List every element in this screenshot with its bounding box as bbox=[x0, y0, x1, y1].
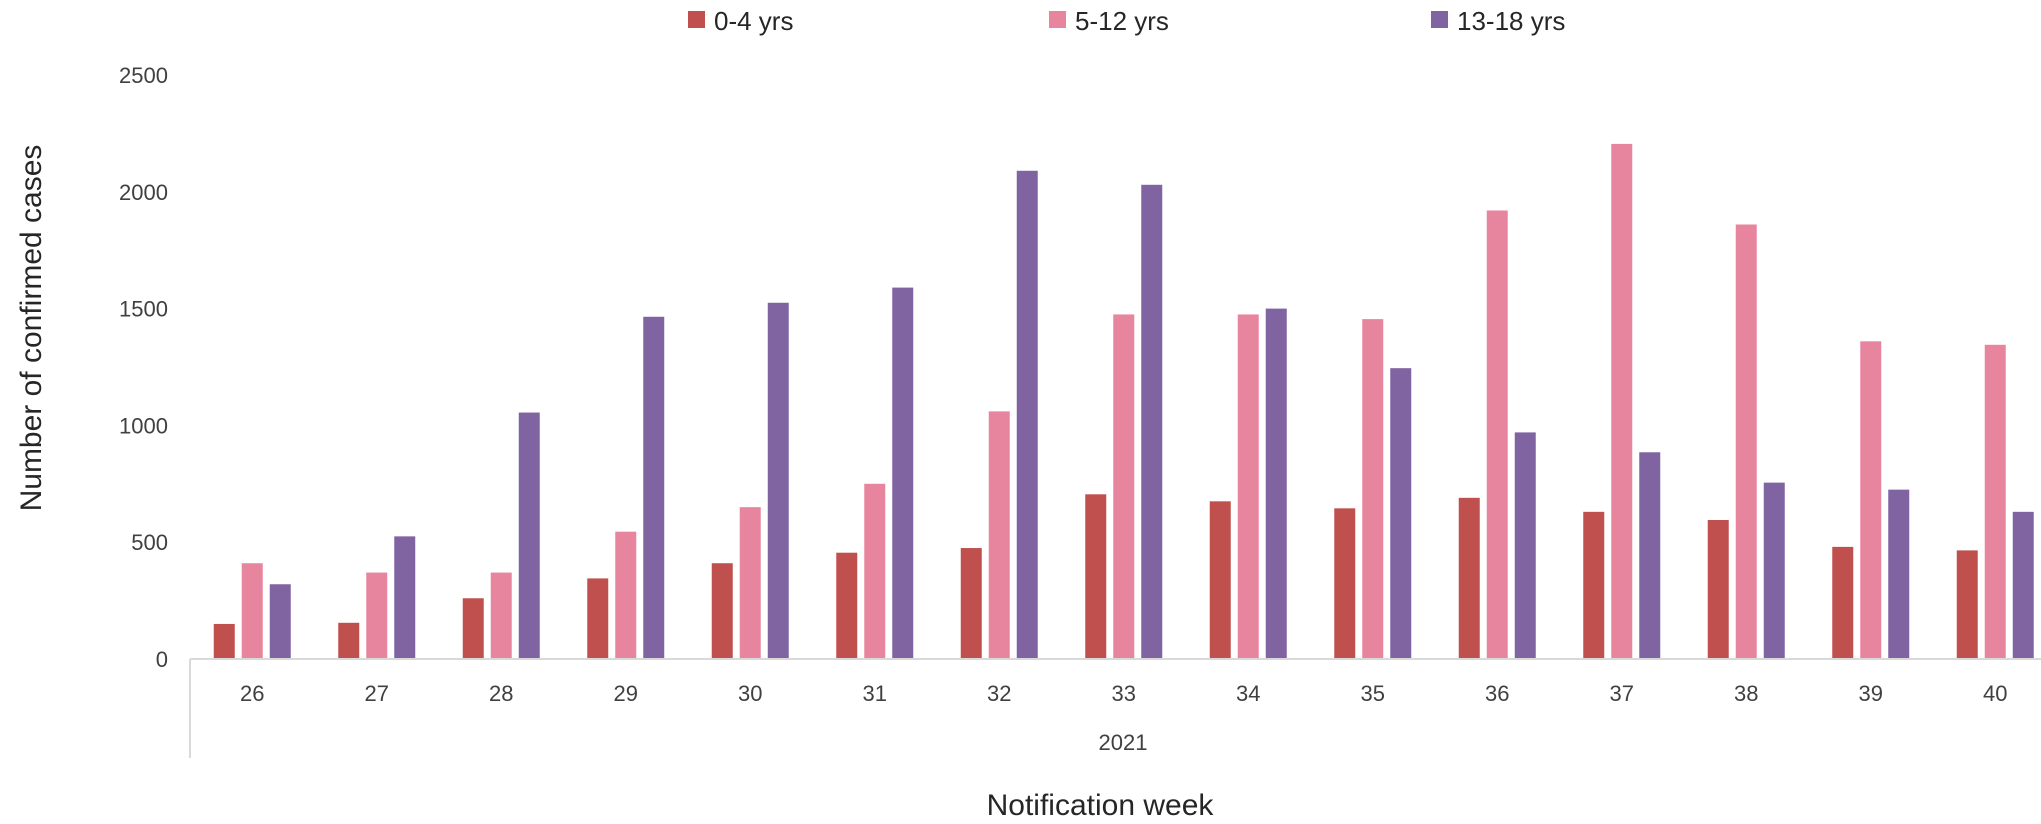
bar-13-18-yrs-wk33 bbox=[1141, 184, 1163, 660]
x-tick-label: 30 bbox=[738, 681, 762, 706]
bar-0-4-yrs-wk27 bbox=[338, 622, 360, 659]
x-tick-label: 29 bbox=[614, 681, 638, 706]
bar-0-4-yrs-wk29 bbox=[587, 578, 609, 659]
x-tick-label: 34 bbox=[1236, 681, 1260, 706]
bar-13-18-yrs-wk40 bbox=[2012, 511, 2034, 659]
x-tick-label: 31 bbox=[863, 681, 887, 706]
bar-0-4-yrs-wk39 bbox=[1832, 546, 1854, 659]
x-tick-label: 33 bbox=[1112, 681, 1136, 706]
bar-0-4-yrs-wk33 bbox=[1085, 494, 1107, 659]
y-tick-label: 500 bbox=[131, 530, 168, 555]
bar-5-12-yrs-wk30 bbox=[739, 507, 761, 659]
bar-0-4-yrs-wk37 bbox=[1583, 511, 1605, 659]
bar-5-12-yrs-wk38 bbox=[1735, 224, 1757, 659]
bar-5-12-yrs-wk36 bbox=[1486, 210, 1508, 659]
x-tick-label: 26 bbox=[240, 681, 264, 706]
x-axis-group-label: 2021 bbox=[1099, 730, 1148, 755]
bar-5-12-yrs-wk26 bbox=[241, 563, 263, 659]
bar-5-12-yrs-wk29 bbox=[615, 531, 637, 659]
bar-13-18-yrs-wk30 bbox=[767, 302, 789, 659]
bar-0-4-yrs-wk31 bbox=[836, 552, 858, 659]
x-tick-label: 38 bbox=[1734, 681, 1758, 706]
bar-5-12-yrs-wk40 bbox=[1984, 344, 2006, 659]
y-tick-label: 1500 bbox=[119, 297, 168, 322]
bar-13-18-yrs-wk37 bbox=[1639, 452, 1661, 659]
y-axis-title: Number of confirmed cases bbox=[15, 145, 48, 512]
bar-0-4-yrs-wk35 bbox=[1334, 508, 1356, 659]
x-tick-label: 39 bbox=[1859, 681, 1883, 706]
bar-0-4-yrs-wk32 bbox=[960, 548, 982, 659]
bar-13-18-yrs-wk34 bbox=[1265, 308, 1287, 659]
y-tick-label: 0 bbox=[156, 647, 168, 672]
bar-5-12-yrs-wk28 bbox=[490, 572, 512, 659]
bar-13-18-yrs-wk36 bbox=[1514, 432, 1536, 659]
legend: 0-4 yrs 5-12 yrs 13-18 yrs bbox=[688, 6, 1565, 36]
bars bbox=[213, 143, 2034, 660]
bar-13-18-yrs-wk32 bbox=[1016, 170, 1038, 659]
x-tick-label: 35 bbox=[1361, 681, 1385, 706]
bar-13-18-yrs-wk29 bbox=[643, 316, 665, 659]
bar-13-18-yrs-wk35 bbox=[1390, 368, 1412, 659]
x-tick-label: 28 bbox=[489, 681, 513, 706]
legend-label-1: 0-4 yrs bbox=[714, 6, 793, 36]
x-tick-label: 27 bbox=[365, 681, 389, 706]
bar-5-12-yrs-wk27 bbox=[366, 572, 388, 659]
legend-swatch-3 bbox=[1431, 11, 1448, 28]
x-axis-title: Notification week bbox=[987, 789, 1215, 819]
bar-0-4-yrs-wk34 bbox=[1209, 501, 1231, 659]
bar-0-4-yrs-wk30 bbox=[711, 563, 733, 659]
y-tick-label: 2500 bbox=[119, 63, 168, 88]
bar-13-18-yrs-wk28 bbox=[518, 412, 540, 659]
bar-5-12-yrs-wk32 bbox=[988, 411, 1010, 659]
y-tick-label: 1000 bbox=[119, 413, 168, 438]
legend-label-3: 13-18 yrs bbox=[1457, 6, 1565, 36]
bar-5-12-yrs-wk31 bbox=[864, 483, 886, 659]
x-tick-label: 37 bbox=[1610, 681, 1634, 706]
bar-5-12-yrs-wk37 bbox=[1611, 143, 1633, 660]
bar-0-4-yrs-wk38 bbox=[1707, 520, 1729, 659]
x-axis-tick-labels: 26 27 28 29 30 31 32 33 34 35 36 37 38 39 40 bbox=[240, 681, 2007, 706]
axes bbox=[189, 658, 2041, 758]
legend-swatch-2 bbox=[1049, 11, 1066, 28]
bar-13-18-yrs-wk39 bbox=[1888, 489, 1910, 659]
legend-swatch-1 bbox=[688, 11, 705, 28]
bar-0-4-yrs-wk28 bbox=[462, 598, 484, 659]
legend-label-2: 5-12 yrs bbox=[1075, 6, 1169, 36]
bar-0-4-yrs-wk40 bbox=[1956, 550, 1978, 659]
x-tick-label: 36 bbox=[1485, 681, 1509, 706]
bar-5-12-yrs-wk35 bbox=[1362, 319, 1384, 659]
bar-5-12-yrs-wk34 bbox=[1237, 314, 1259, 659]
x-tick-label: 32 bbox=[987, 681, 1011, 706]
bar-13-18-yrs-wk27 bbox=[394, 536, 416, 659]
bar-0-4-yrs-wk36 bbox=[1458, 497, 1480, 659]
x-tick-label: 40 bbox=[1983, 681, 2007, 706]
y-axis-tick-labels: 0 500 1000 1500 2000 2500 bbox=[119, 63, 168, 672]
bar-13-18-yrs-wk38 bbox=[1763, 482, 1785, 659]
bar-0-4-yrs-wk26 bbox=[213, 623, 235, 659]
bar-13-18-yrs-wk31 bbox=[892, 287, 914, 659]
bar-5-12-yrs-wk39 bbox=[1860, 341, 1882, 659]
bar-5-12-yrs-wk33 bbox=[1113, 314, 1135, 659]
bar-13-18-yrs-wk26 bbox=[269, 584, 291, 659]
y-tick-label: 2000 bbox=[119, 180, 168, 205]
